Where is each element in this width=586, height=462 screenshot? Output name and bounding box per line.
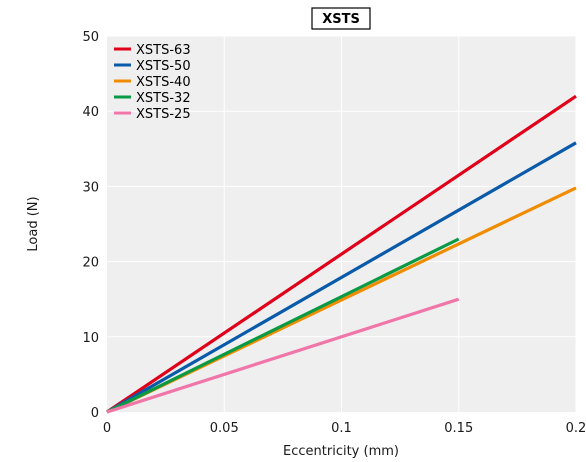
series-line-xsts-50: [106, 141, 577, 414]
chart-title-box: [311, 7, 371, 30]
series-line-xsts-25: [106, 297, 460, 414]
x-tick-label: 0.15: [444, 421, 473, 436]
legend-label: XSTS-63: [136, 43, 191, 58]
y-axis-label: Load (N): [26, 196, 41, 251]
y-tick-label: 0: [91, 406, 99, 421]
legend-label: XSTS-25: [136, 107, 191, 122]
x-tick-label: 0.05: [210, 421, 239, 436]
legend-label: XSTS-50: [136, 59, 191, 74]
legend-label: XSTS-40: [136, 75, 191, 90]
x-axis-ticks: 0 0.05 0.1 0.15 0.2: [103, 421, 586, 436]
series-line-xsts-32: [106, 237, 460, 414]
y-tick-label: 20: [82, 256, 99, 271]
y-axis-ticks: 0 10 20 30 40 50: [82, 30, 99, 421]
series-line-xsts-63: [106, 94, 577, 414]
x-tick-label: 0.2: [566, 421, 586, 436]
series-layer: [106, 94, 577, 414]
y-tick-label: 30: [82, 180, 99, 195]
x-axis-label: Eccentricity (mm): [283, 444, 399, 459]
x-tick-label: 0: [103, 421, 111, 436]
x-tick-label: 0.1: [331, 421, 352, 436]
y-tick-label: 50: [82, 30, 99, 45]
y-tick-label: 40: [82, 105, 99, 120]
legend-label: XSTS-32: [136, 91, 191, 106]
y-tick-label: 10: [82, 331, 99, 346]
chart-title: XSTS: [322, 12, 360, 27]
